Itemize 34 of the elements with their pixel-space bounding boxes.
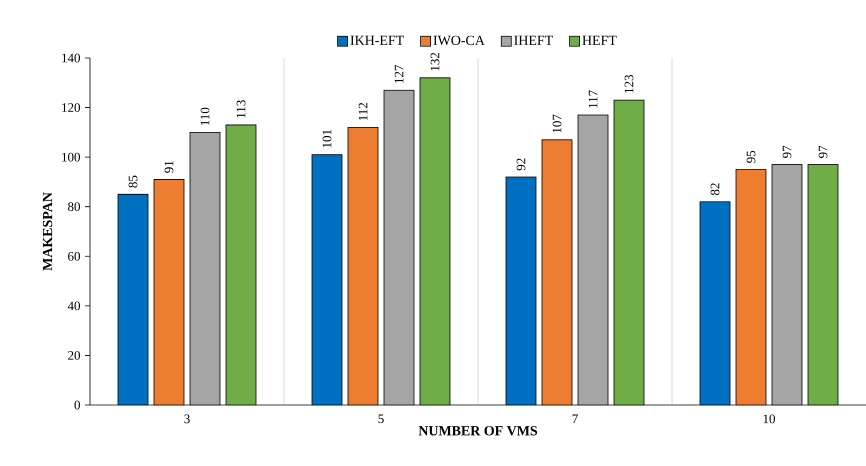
legend-label: IWO-CA — [433, 36, 485, 46]
x-tick-label: 7 — [572, 414, 578, 423]
data-label: 112 — [358, 102, 368, 120]
data-label: 82 — [710, 183, 720, 196]
y-tick-label: 100 — [62, 152, 80, 162]
x-tick-label: 3 — [184, 414, 190, 424]
x-axis-title: NUMBER OF VMS — [418, 426, 538, 436]
data-label: 97 — [818, 146, 828, 158]
data-label: 85 — [128, 176, 138, 188]
y-tick-label: 80 — [68, 202, 80, 212]
data-label: 92 — [516, 158, 526, 170]
legend-label: IKH-EFT — [350, 36, 404, 45]
data-label: 132 — [430, 52, 440, 70]
x-tick-label: 5 — [378, 414, 384, 424]
data-label: 91 — [164, 161, 174, 173]
data-label: 95 — [746, 150, 756, 163]
data-label: 107 — [552, 114, 562, 132]
y-tick-label: 20 — [68, 351, 80, 360]
y-tick-label: 60 — [68, 252, 80, 261]
data-label: 127 — [394, 64, 404, 83]
x-tick-label: 10 — [764, 414, 775, 424]
legend-label: IHEFT — [514, 36, 553, 45]
data-label: 113 — [236, 100, 246, 118]
data-label: 117 — [588, 90, 598, 108]
y-tick-label: 140 — [62, 54, 80, 62]
data-label: 123 — [624, 75, 634, 93]
legend-label: HEFT — [582, 36, 617, 45]
y-tick-label: 0 — [74, 400, 80, 410]
y-tick-label: 120 — [62, 103, 80, 112]
y-tick-label: 40 — [68, 301, 80, 310]
data-label: 110 — [200, 108, 210, 126]
data-label: 97 — [782, 146, 792, 158]
y-axis-title: MAKESPAN — [42, 192, 52, 271]
data-label: 101 — [322, 130, 332, 148]
